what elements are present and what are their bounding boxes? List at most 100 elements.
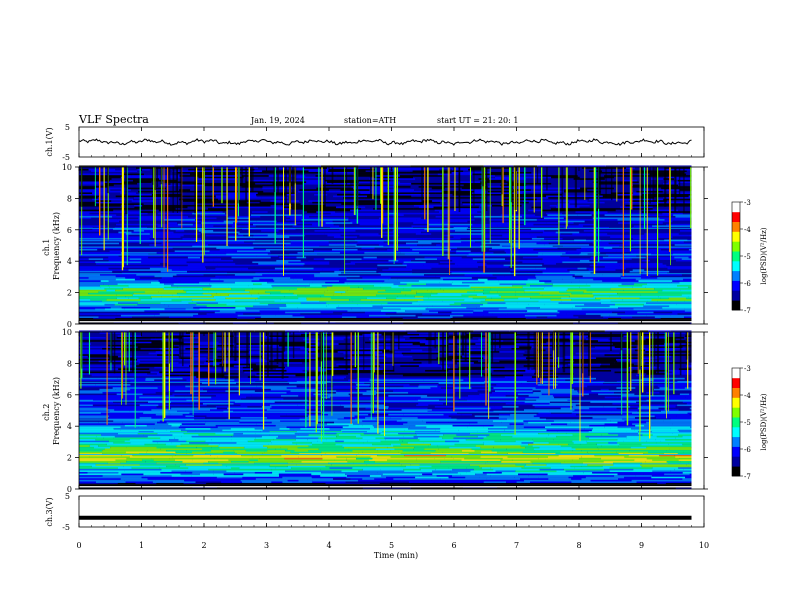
spectrogram-cell <box>79 184 105 186</box>
spectrogram-cell <box>469 285 512 287</box>
spectrogram-cell <box>105 184 114 186</box>
spectrogram-cell <box>371 392 408 394</box>
spectrogram-cell <box>231 288 252 290</box>
spectrogram-cell <box>522 242 536 244</box>
spectrogram-cell <box>570 422 617 424</box>
spectrogram-cell <box>155 337 182 339</box>
spectrogram-cell <box>106 299 140 301</box>
spectrogram-cell <box>623 180 637 182</box>
spectrogram-cell <box>278 436 296 438</box>
colorbar-tick-label: -3 <box>744 365 751 373</box>
spectrogram-cell <box>489 178 526 180</box>
spectrogram-cell <box>573 315 600 317</box>
spectrogram-cell <box>593 428 631 430</box>
spectrogram-cell <box>251 294 297 296</box>
spectrogram-cell <box>539 396 554 398</box>
spectrogram-cell <box>191 297 226 299</box>
spectrogram-cell <box>79 426 121 428</box>
spectrogram-cell <box>408 442 424 444</box>
spectrogram-cell <box>428 407 455 409</box>
spectrogram-cell <box>528 444 559 446</box>
spectrogram-cell <box>178 356 217 358</box>
spectrogram-cell <box>458 370 494 372</box>
spectrogram-cell <box>641 277 657 279</box>
spectrogram-cell <box>127 447 157 449</box>
spectrogram-cell <box>79 261 95 263</box>
spectrogram-cell <box>140 277 162 279</box>
spectrogram-cell <box>211 396 228 398</box>
spectrogram-cell <box>391 444 401 446</box>
spectrogram-cell <box>137 169 150 171</box>
spectrogram-cell <box>326 198 356 200</box>
spectrogram-cell <box>510 423 524 425</box>
spectrogram-cell <box>215 268 248 270</box>
spectrogram-cell <box>356 458 372 460</box>
spectrogram-cell <box>514 390 532 392</box>
spectrogram-cell <box>136 338 150 340</box>
spectrogram-cell <box>617 360 631 362</box>
spectrogram-cell <box>524 290 567 292</box>
spectrogram-cell <box>140 417 152 419</box>
spectrogram-cell <box>348 184 380 186</box>
spectrogram-cell <box>419 384 438 386</box>
spectrogram-cell <box>189 263 235 265</box>
spectrogram-cell <box>500 230 544 232</box>
spectrogram-cell <box>210 214 228 216</box>
spectrogram-cell <box>255 374 295 376</box>
spectrogram-cell <box>225 390 255 392</box>
spectrogram-cell <box>212 384 255 386</box>
spectrogram-cell <box>525 447 539 449</box>
spectrogram-cell <box>199 282 235 284</box>
spectrogram-cell <box>296 374 319 376</box>
spectrogram-cell <box>655 439 665 441</box>
spectrogram-cell <box>619 352 630 354</box>
spectrogram-cell <box>250 180 288 182</box>
spectrogram-cell <box>228 214 251 216</box>
spectrogram-cell <box>382 334 420 336</box>
spectrogram-cell <box>79 368 118 370</box>
spectrogram-cell <box>546 211 576 213</box>
spectrogram-cell <box>523 374 534 376</box>
spectrogram-cell <box>205 417 241 419</box>
spectrogram-cell <box>319 448 349 450</box>
spectrogram-cell <box>547 222 574 224</box>
spectrogram-cell <box>279 257 297 259</box>
spectrogram-cell <box>617 439 655 441</box>
spectrogram-cell <box>491 343 516 345</box>
spectrogram-cell <box>660 297 668 299</box>
spectrogram-cell <box>674 198 692 200</box>
spectrogram-cell <box>578 268 587 270</box>
spectrogram-cell <box>632 313 678 315</box>
spectrogram-cell <box>678 467 691 469</box>
spectrogram-cell <box>672 371 691 373</box>
spectrogram-cell <box>659 407 690 409</box>
spectrogram-cell <box>503 406 519 408</box>
spectrogram-cell <box>79 448 105 450</box>
spectrogram-cell <box>296 444 312 446</box>
spectrogram-cell <box>282 379 312 381</box>
spectrogram-cell <box>578 392 614 394</box>
spectrogram-cell <box>502 407 534 409</box>
spectrogram-cell <box>683 279 691 281</box>
spectrogram-cell <box>579 231 606 233</box>
spectrogram-cell <box>618 422 647 424</box>
spectrogram-cell <box>268 304 286 306</box>
spectrogram-cell <box>345 473 382 475</box>
spectrogram-cell <box>439 313 457 315</box>
spectrogram-cell <box>417 219 457 221</box>
spectrogram-cell <box>454 437 484 439</box>
spectrogram-cell <box>617 261 638 263</box>
spectrogram-cell <box>418 417 452 419</box>
spectrogram-cell <box>161 271 187 273</box>
spectrogram-cell <box>649 478 683 480</box>
spectrogram-cell <box>538 252 551 254</box>
spectrogram-cell <box>398 279 444 281</box>
spectrogram-cell <box>403 374 440 376</box>
spectrogram-cell <box>550 403 581 405</box>
spectrogram-cell <box>324 238 362 240</box>
spectrogram-cell <box>145 475 172 477</box>
spectrogram-cell <box>131 345 174 347</box>
spectrogram-cell <box>411 376 425 378</box>
spectrogram-cell <box>132 200 154 202</box>
spectrogram-cell <box>480 447 493 449</box>
